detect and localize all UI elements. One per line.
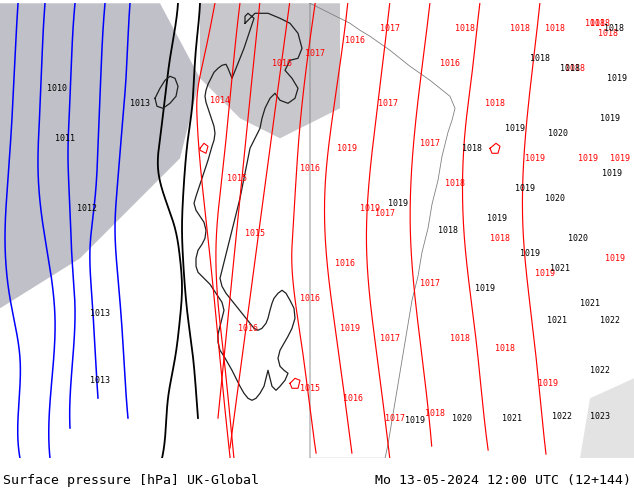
Text: 1018: 1018 xyxy=(490,234,510,243)
Text: 1019: 1019 xyxy=(505,124,525,133)
Text: 1016: 1016 xyxy=(300,294,320,303)
Text: 1019: 1019 xyxy=(337,144,357,153)
Text: 1018: 1018 xyxy=(530,54,550,63)
Text: 1011: 1011 xyxy=(55,134,75,143)
Text: 1022: 1022 xyxy=(600,316,620,325)
Polygon shape xyxy=(200,3,340,138)
Text: 1018: 1018 xyxy=(485,99,505,108)
Text: 1018: 1018 xyxy=(445,179,465,188)
Text: Surface pressure [hPa] UK-Global: Surface pressure [hPa] UK-Global xyxy=(3,473,259,487)
Text: 1022: 1022 xyxy=(552,412,572,421)
Text: 1016: 1016 xyxy=(440,59,460,68)
Text: 1018: 1018 xyxy=(425,409,445,418)
Text: 1020: 1020 xyxy=(568,234,588,243)
Text: 1018: 1018 xyxy=(585,19,605,28)
Text: 1018: 1018 xyxy=(495,344,515,353)
Text: 1019: 1019 xyxy=(360,204,380,213)
Text: 1017: 1017 xyxy=(420,279,440,288)
Polygon shape xyxy=(0,3,200,308)
Text: 1016: 1016 xyxy=(272,59,292,68)
Text: 1013: 1013 xyxy=(90,376,110,385)
Text: 1020: 1020 xyxy=(452,414,472,423)
Text: 1016: 1016 xyxy=(238,324,258,333)
Text: 1019: 1019 xyxy=(388,199,408,208)
Text: 1014: 1014 xyxy=(210,96,230,105)
Text: 1021: 1021 xyxy=(550,264,570,273)
Text: 1017: 1017 xyxy=(380,334,400,343)
Text: 1019: 1019 xyxy=(475,284,495,293)
Text: 1017: 1017 xyxy=(305,49,325,58)
Text: 1019: 1019 xyxy=(487,214,507,223)
Text: 1018: 1018 xyxy=(510,24,530,33)
Text: 1015: 1015 xyxy=(245,229,265,238)
Text: 1019: 1019 xyxy=(535,269,555,278)
Text: 1019: 1019 xyxy=(405,416,425,425)
Text: 1019: 1019 xyxy=(538,379,558,388)
Text: 1021: 1021 xyxy=(502,414,522,423)
Text: 1018: 1018 xyxy=(455,24,475,33)
Polygon shape xyxy=(580,378,634,458)
Text: 1016: 1016 xyxy=(345,36,365,45)
Text: 1018: 1018 xyxy=(598,29,618,38)
Text: 1017: 1017 xyxy=(378,99,398,108)
Text: 1018: 1018 xyxy=(604,24,624,33)
Text: 1018: 1018 xyxy=(438,226,458,235)
Text: 1013: 1013 xyxy=(130,99,150,108)
Text: 1017: 1017 xyxy=(420,139,440,148)
Text: Mo 13-05-2024 12:00 UTC (12+144): Mo 13-05-2024 12:00 UTC (12+144) xyxy=(375,473,631,487)
Text: 1010: 1010 xyxy=(47,84,67,93)
Text: 1015: 1015 xyxy=(227,174,247,183)
Text: 1017: 1017 xyxy=(375,209,395,218)
Text: 1017: 1017 xyxy=(380,24,400,33)
Text: 1018: 1018 xyxy=(450,334,470,343)
Text: 1017: 1017 xyxy=(385,414,405,423)
Text: 1016: 1016 xyxy=(300,164,320,173)
Text: 1018: 1018 xyxy=(565,64,585,73)
Text: 1015: 1015 xyxy=(300,384,320,393)
Text: 1023: 1023 xyxy=(590,412,610,421)
Text: 1019: 1019 xyxy=(610,154,630,163)
Text: 1019: 1019 xyxy=(525,154,545,163)
Text: 1012: 1012 xyxy=(77,204,97,213)
Text: 1019: 1019 xyxy=(578,154,598,163)
Text: 1020: 1020 xyxy=(548,129,568,138)
Text: 1021: 1021 xyxy=(580,299,600,308)
Text: 1019: 1019 xyxy=(607,74,627,83)
Text: 1020: 1020 xyxy=(545,194,565,203)
Text: 1018: 1018 xyxy=(560,64,580,73)
Text: 1019: 1019 xyxy=(340,324,360,333)
Text: 1018: 1018 xyxy=(462,144,482,153)
Text: 1019: 1019 xyxy=(515,184,535,193)
Text: 1019: 1019 xyxy=(605,254,625,263)
Text: 1018: 1018 xyxy=(590,19,610,28)
Text: 1022: 1022 xyxy=(590,366,610,375)
Text: 1013: 1013 xyxy=(90,309,110,318)
Text: 1019: 1019 xyxy=(600,114,620,123)
Text: 1019: 1019 xyxy=(602,169,622,178)
Text: 1019: 1019 xyxy=(520,249,540,258)
Text: 1018: 1018 xyxy=(545,24,565,33)
Text: 1016: 1016 xyxy=(343,394,363,403)
Text: 1021: 1021 xyxy=(547,316,567,325)
Text: 1016: 1016 xyxy=(335,259,355,268)
